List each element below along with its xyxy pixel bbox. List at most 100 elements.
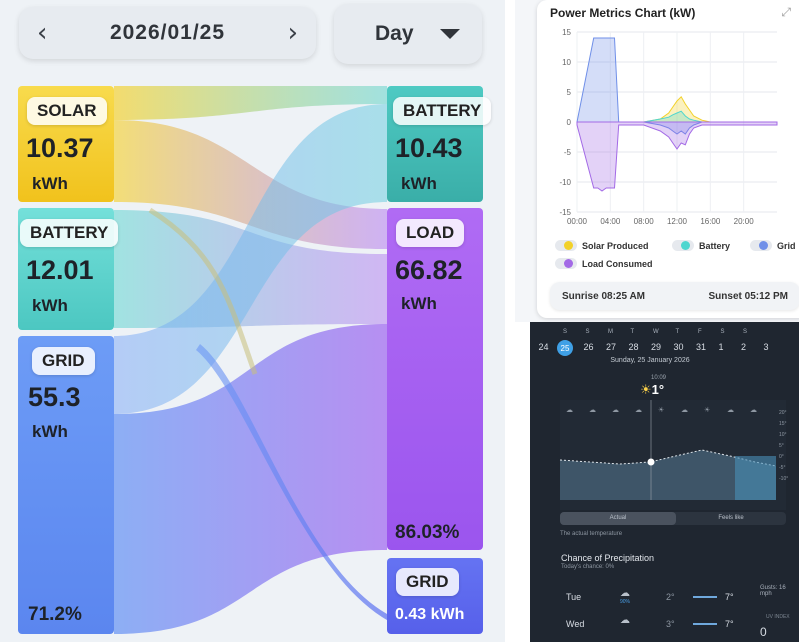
weather-current-temp-value: 1°: [651, 382, 665, 397]
day-number[interactable]: 3: [763, 342, 769, 352]
forecast-day: Tue: [566, 592, 582, 602]
expand-icon[interactable]: ⤢: [781, 5, 791, 19]
legend-grid[interactable]: Grid: [750, 240, 796, 251]
flow-grid-to-battery: [114, 104, 387, 414]
node-solar-value: 10.37: [26, 133, 94, 163]
day-number[interactable]: 30: [673, 342, 684, 352]
node-target-battery-value: 10.43: [395, 133, 463, 163]
node-target-battery[interactable]: BATTERY 10.43 kWh: [387, 86, 492, 202]
node-load-tag: LOAD: [396, 219, 465, 247]
temp-axis-label: 15°: [779, 421, 787, 427]
node-grid-tag: GRID: [32, 347, 95, 375]
day-number[interactable]: 28: [628, 342, 639, 352]
day-number[interactable]: 24: [538, 342, 549, 352]
uv-label: UV INDEX: [766, 614, 790, 620]
now-point: [647, 458, 655, 466]
sun-times-bar: Sunrise 08:25 AM Sunset 05:12 PM: [550, 282, 799, 310]
node-target-battery-tag: BATTERY: [393, 97, 492, 125]
node-grid-percent: 71.2%: [28, 604, 82, 625]
caret-down-icon: [439, 29, 460, 39]
current-date[interactable]: 2026/01/25: [109, 21, 226, 44]
forecast-row-tue[interactable]: Tue ☁ 90% 2° 7°: [530, 588, 799, 616]
chevron-right-icon[interactable]: ›: [287, 18, 298, 48]
toggle-feels-like[interactable]: Feels like: [718, 515, 744, 521]
day-number[interactable]: 2: [741, 342, 747, 352]
temp-toggle: Actual Feels like: [560, 512, 786, 525]
node-load-percent: 86.03%: [395, 522, 460, 543]
forecast-low: 2°: [666, 592, 675, 602]
chevron-left-icon[interactable]: ‹: [37, 18, 48, 48]
gusts-text: Gusts: 16 mph: [760, 585, 786, 597]
precip-title: Chance of Precipitation: [561, 553, 655, 563]
weather-icon: ☀: [658, 406, 664, 414]
forecast-row-wed[interactable]: Wed ☁ 3° 7°: [530, 615, 799, 642]
now-shade: [735, 456, 776, 500]
forecast-precip: 90%: [620, 599, 631, 605]
day-number[interactable]: 27: [606, 342, 617, 352]
day-letter: T: [630, 329, 635, 335]
day-number[interactable]: 29: [651, 342, 662, 352]
day-number[interactable]: 31: [696, 342, 707, 352]
node-target-grid-value: 0.43 kWh: [395, 606, 465, 623]
weather-icon: ☁: [750, 407, 757, 414]
node-solar-unit: kWh: [32, 174, 68, 193]
period-select-value: Day: [375, 22, 414, 45]
y-tick-label: -10: [559, 178, 571, 187]
day-letter: W: [653, 329, 659, 335]
day-letter: M: [608, 329, 613, 335]
temp-axis-label: 5°: [779, 443, 784, 449]
series-area-3: [576, 121, 778, 192]
y-tick-label: -15: [559, 208, 571, 217]
node-target-grid-tag: GRID: [396, 568, 459, 596]
node-target-battery-unit: kWh: [401, 174, 437, 193]
day-letter: S: [720, 329, 725, 335]
selected-day[interactable]: 25: [557, 340, 573, 356]
day-number[interactable]: 26: [583, 342, 594, 352]
weather-full-date: Sunday, 25 January 2026: [610, 357, 690, 364]
sankey-diagram: SOLAR 10.37 kWh BATTERY 12.01 kWh GRID 5…: [0, 84, 505, 642]
day-number[interactable]: 1: [718, 342, 724, 352]
node-grid[interactable]: GRID 55.3 kWh 71.2%: [18, 336, 114, 634]
weather-icon: ☁: [681, 407, 688, 414]
temp-axis-label: 0°: [779, 454, 784, 460]
weather-icon: ☁: [589, 407, 596, 414]
legend-load-label: Load Consumed: [582, 258, 653, 269]
weather-icon: ☀: [704, 406, 710, 414]
node-battery-value: 12.01: [26, 255, 94, 285]
legend-load[interactable]: Load Consumed: [555, 258, 653, 269]
legend-battery[interactable]: Battery: [672, 240, 730, 251]
sun-icon: ☀: [640, 382, 652, 397]
day-letter: S: [743, 329, 748, 335]
weather-icon: ☁: [566, 407, 573, 414]
chart-title: Power Metrics Chart (kW): [550, 6, 696, 20]
legend-grid-swatch: [759, 241, 768, 250]
legend-solar-label: Solar Produced: [582, 240, 649, 251]
day-letter: T: [675, 329, 680, 335]
flow-grid-to-load: [114, 324, 387, 634]
node-grid-unit: kWh: [32, 422, 68, 441]
x-tick-label: 00:00: [567, 217, 588, 226]
node-target-grid[interactable]: GRID 0.43 kWh: [387, 558, 483, 634]
node-load-value: 66.82: [395, 255, 463, 285]
temp-range-bar: [693, 623, 717, 625]
y-tick-label: 10: [562, 58, 571, 67]
x-tick-label: 20:00: [734, 217, 755, 226]
node-battery[interactable]: BATTERY 12.01 kWh: [18, 208, 119, 330]
temp-area: [560, 450, 776, 500]
node-load[interactable]: LOAD 66.82 kWh 86.03%: [387, 208, 483, 550]
legend-load-swatch: [564, 259, 573, 268]
node-solar[interactable]: SOLAR 10.37 kWh: [18, 86, 114, 202]
x-tick-label: 12:00: [667, 217, 688, 226]
toggle-actual[interactable]: Actual: [560, 512, 676, 525]
day-letter: S: [585, 329, 590, 335]
power-metrics-panel: Power Metrics Chart (kW) ⤢ 15 10 5 0 -5 -10 -1…: [515, 0, 799, 322]
x-tick-label: 08:00: [634, 217, 655, 226]
period-select[interactable]: Day: [334, 4, 482, 64]
weather-current-temp: ☀1°: [640, 382, 664, 398]
uv-value: 0: [760, 625, 767, 639]
temp-axis-label: 10°: [779, 432, 787, 438]
forecast-high: 7°: [725, 619, 734, 629]
weather-icon: ☁: [612, 407, 619, 414]
weather-panel: S S M T W T F S S 24 25 26 27 28 29 30 31 1 2 3 Sunday, 25 …: [530, 322, 799, 642]
legend-solar[interactable]: Solar Produced: [555, 240, 649, 251]
